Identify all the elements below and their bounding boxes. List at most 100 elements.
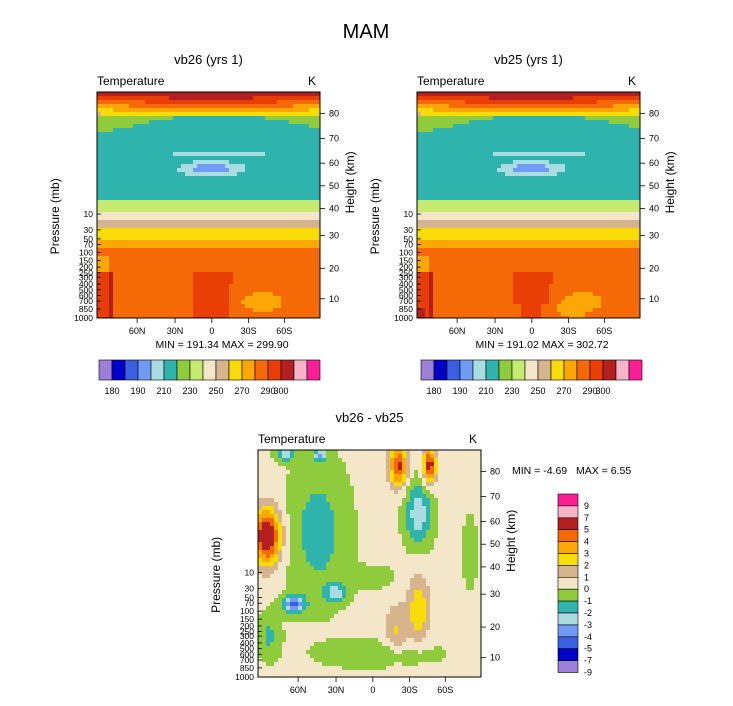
contour-cell xyxy=(193,188,197,192)
contour-cell xyxy=(633,196,637,200)
contour-cell xyxy=(493,136,497,140)
contour-cell xyxy=(153,204,157,208)
contour-cell xyxy=(273,104,277,108)
contour-cell xyxy=(445,132,449,136)
contour-cell xyxy=(157,108,161,112)
contour-cell xyxy=(465,152,469,156)
contour-cell xyxy=(181,184,185,188)
contour-cell xyxy=(621,96,625,100)
contour-cell xyxy=(289,188,293,192)
contour-cell xyxy=(285,160,289,164)
contour-cell xyxy=(129,136,133,140)
contour-cell xyxy=(501,120,505,124)
contour-cell xyxy=(309,148,313,152)
contour-cell xyxy=(129,156,133,160)
contour-cell xyxy=(621,116,625,120)
contour-cell xyxy=(189,128,193,132)
contour-cell xyxy=(129,216,133,220)
contour-cell xyxy=(161,212,165,216)
contour-cell xyxy=(201,216,205,220)
contour-cell xyxy=(441,152,445,156)
contour-cell xyxy=(441,212,445,216)
contour-cell xyxy=(205,200,209,204)
contour-cell xyxy=(561,96,565,100)
contour-cell xyxy=(161,228,165,232)
contour-cell xyxy=(181,172,185,176)
figure-title: MAM xyxy=(343,21,390,43)
contour-cell xyxy=(161,128,165,132)
contour-cell xyxy=(177,132,181,136)
contour-cell xyxy=(161,304,165,308)
contour-cell xyxy=(465,120,469,124)
contour-cell xyxy=(157,148,161,152)
contour-cell xyxy=(97,104,101,108)
contour-cell xyxy=(117,304,121,308)
contour-cell xyxy=(209,164,213,168)
contour-cell xyxy=(241,124,245,128)
contour-cell xyxy=(489,92,493,96)
contour-cell xyxy=(437,116,441,120)
contour-cell xyxy=(189,220,193,224)
contour-cell xyxy=(601,116,605,120)
contour-cell xyxy=(129,180,133,184)
contour-cell xyxy=(221,128,225,132)
contour-cell xyxy=(177,200,181,204)
contour-cell xyxy=(273,288,277,292)
contour-cell xyxy=(101,132,105,136)
contour-cell xyxy=(145,176,149,180)
contour-cell xyxy=(173,192,177,196)
contour-cell xyxy=(289,180,293,184)
contour-cell xyxy=(257,268,261,272)
contour-cell xyxy=(237,124,241,128)
contour-cell xyxy=(213,176,217,180)
contour-cell xyxy=(161,124,165,128)
contour-cell xyxy=(189,168,193,172)
contour-cell xyxy=(285,240,289,244)
contour-cell xyxy=(205,236,209,240)
contour-cell xyxy=(577,200,581,204)
contour-cell xyxy=(121,200,125,204)
contour-cell xyxy=(313,212,317,216)
contour-cell xyxy=(265,284,269,288)
contour-cell xyxy=(265,304,269,308)
contour-cell xyxy=(305,268,309,272)
contour-cell xyxy=(541,128,545,132)
contour-cell xyxy=(161,164,165,168)
contour-cell xyxy=(201,128,205,132)
contour-cell xyxy=(297,208,301,212)
contour-cell xyxy=(309,180,313,184)
contour-cell xyxy=(101,224,105,228)
contour-cell xyxy=(581,116,585,120)
contour-cell xyxy=(189,248,193,252)
contour-cell xyxy=(173,184,177,188)
contour-cell xyxy=(293,236,297,240)
contour-cell xyxy=(141,96,145,100)
contour-cell xyxy=(209,156,213,160)
contour-cell xyxy=(125,112,129,116)
contour-cell xyxy=(481,108,485,112)
contour-cell xyxy=(241,232,245,236)
contour-cell xyxy=(249,236,253,240)
contour-cell xyxy=(121,232,125,236)
contour-cell xyxy=(637,100,641,104)
contour-cell xyxy=(461,100,465,104)
contour-cell xyxy=(501,204,505,208)
contour-cell xyxy=(149,288,153,292)
contour-cell xyxy=(197,92,201,96)
contour-cell xyxy=(133,200,137,204)
contour-cell xyxy=(217,304,221,308)
contour-cell xyxy=(549,196,553,200)
contour-cell xyxy=(225,224,229,228)
colorbar-swatch xyxy=(151,360,164,380)
contour-cell xyxy=(617,144,621,148)
contour-cell xyxy=(417,140,421,144)
contour-cell xyxy=(185,244,189,248)
contour-cell xyxy=(205,176,209,180)
contour-cell xyxy=(517,152,521,156)
contour-cell xyxy=(625,188,629,192)
contour-cell xyxy=(317,264,321,268)
contour-cell xyxy=(129,244,133,248)
contour-cell xyxy=(257,160,261,164)
contour-cell xyxy=(621,92,625,96)
contour-cell xyxy=(193,140,197,144)
